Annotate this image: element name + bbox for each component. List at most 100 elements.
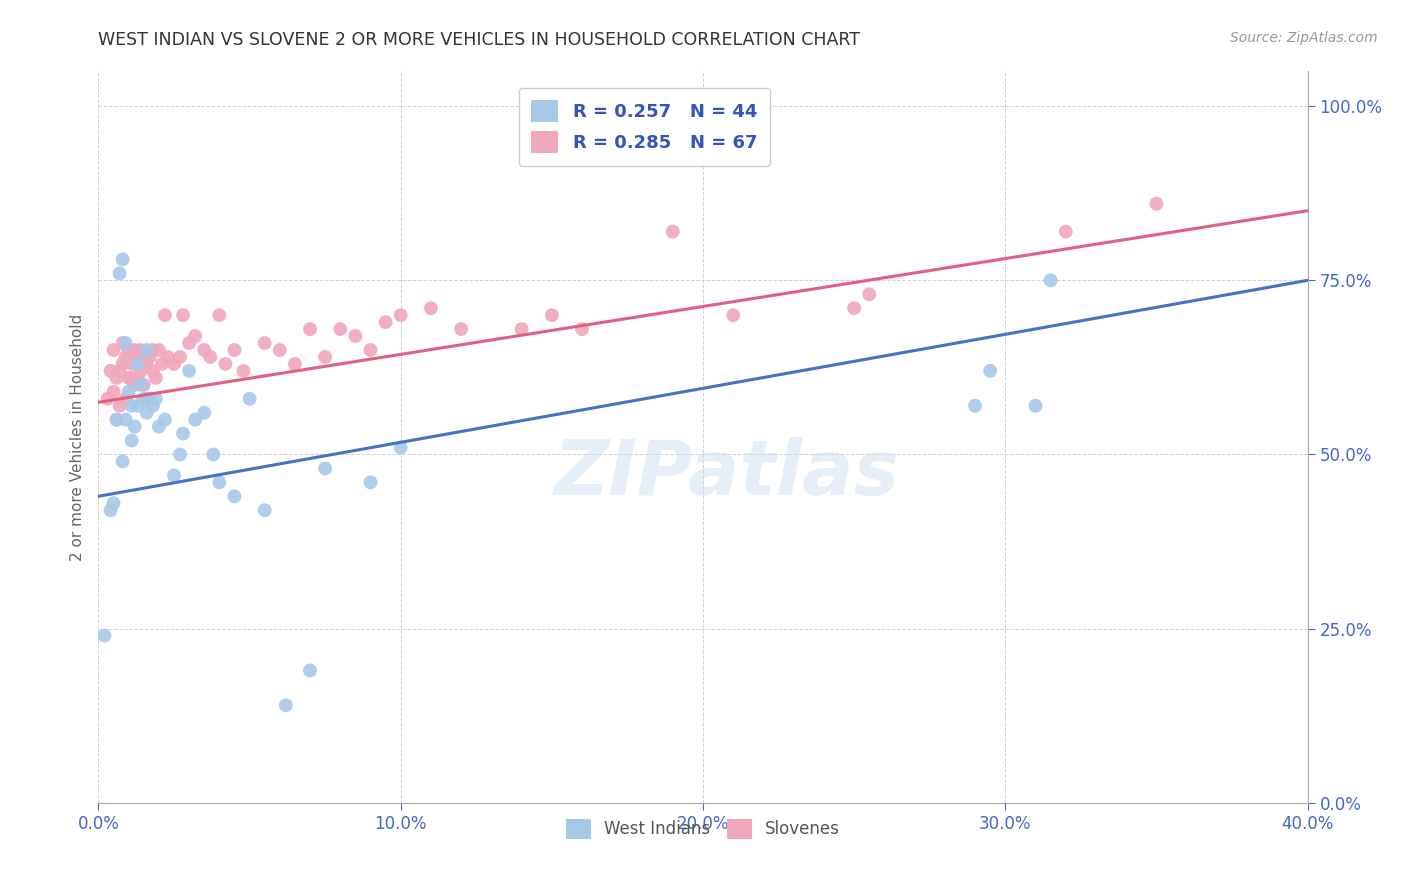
Point [135, 357, 157, 371]
Point [129, 377, 152, 392]
Point [540, 308, 562, 322]
Point [148, 343, 170, 357]
Point [389, 308, 412, 322]
Point [299, 322, 322, 336]
Point [184, 329, 207, 343]
Point [723, 308, 745, 322]
Point [108, 266, 131, 280]
Point [389, 441, 412, 455]
Y-axis label: 2 or more Vehicles in Household: 2 or more Vehicles in Household [69, 313, 84, 561]
Point [661, 225, 683, 239]
Point [121, 434, 143, 448]
Point [200, 350, 222, 364]
Point [214, 357, 236, 371]
Point [360, 343, 382, 357]
Point [96, 392, 118, 406]
Point [224, 343, 246, 357]
Point [114, 392, 136, 406]
Point [103, 343, 125, 357]
Point [105, 371, 128, 385]
Point [156, 350, 179, 364]
Point [314, 461, 336, 475]
Point [314, 350, 336, 364]
Point [124, 419, 146, 434]
Point [299, 664, 322, 678]
Point [450, 322, 472, 336]
Point [145, 371, 167, 385]
Text: WEST INDIAN VS SLOVENE 2 OR MORE VEHICLES IN HOUSEHOLD CORRELATION CHART: WEST INDIAN VS SLOVENE 2 OR MORE VEHICLE… [98, 31, 860, 49]
Point [153, 308, 176, 322]
Point [127, 399, 149, 413]
Point [163, 357, 186, 371]
Point [124, 377, 146, 392]
Point [111, 252, 134, 267]
Point [208, 475, 231, 490]
Point [142, 343, 165, 357]
Point [103, 384, 125, 399]
Point [135, 343, 157, 357]
Point [510, 322, 533, 336]
Point [108, 399, 131, 413]
Point [127, 350, 149, 364]
Point [253, 503, 276, 517]
Point [269, 343, 291, 357]
Point [114, 412, 136, 426]
Point [114, 350, 136, 364]
Point [329, 322, 352, 336]
Point [163, 468, 186, 483]
Point [127, 371, 149, 385]
Point [103, 496, 125, 510]
Point [420, 301, 443, 316]
Text: ZIPatlas: ZIPatlas [554, 437, 900, 510]
Point [571, 322, 593, 336]
Point [139, 350, 162, 364]
Point [193, 406, 215, 420]
Point [114, 336, 136, 351]
Point [93, 629, 115, 643]
Point [129, 364, 152, 378]
Point [1039, 273, 1062, 287]
Point [193, 343, 215, 357]
Point [118, 343, 141, 357]
Point [108, 364, 131, 378]
Point [142, 399, 165, 413]
Point [111, 357, 134, 371]
Point [132, 350, 155, 364]
Point [202, 448, 225, 462]
Point [132, 377, 155, 392]
Point [142, 364, 165, 378]
Point [1054, 225, 1077, 239]
Point [179, 364, 201, 378]
Point [169, 350, 191, 364]
Point [118, 371, 141, 385]
Point [100, 503, 122, 517]
Point [139, 392, 162, 406]
Point [1024, 399, 1046, 413]
Point [105, 412, 128, 426]
Point [1144, 196, 1167, 211]
Point [374, 315, 396, 329]
Point [124, 343, 146, 357]
Point [858, 287, 880, 301]
Point [631, 134, 654, 148]
Point [208, 308, 231, 322]
Point [111, 454, 134, 468]
Point [121, 357, 143, 371]
Point [224, 489, 246, 503]
Text: Source: ZipAtlas.com: Source: ZipAtlas.com [1230, 31, 1378, 45]
Point [184, 412, 207, 426]
Point [135, 392, 157, 406]
Point [111, 336, 134, 351]
Point [100, 364, 122, 378]
Legend: West Indians, Slovenes: West Indians, Slovenes [560, 812, 846, 846]
Point [150, 357, 173, 371]
Point [979, 364, 1001, 378]
Point [965, 399, 987, 413]
Point [232, 364, 254, 378]
Point [360, 475, 382, 490]
Point [153, 412, 176, 426]
Point [169, 448, 191, 462]
Point [284, 357, 307, 371]
Point [105, 412, 128, 426]
Point [121, 371, 143, 385]
